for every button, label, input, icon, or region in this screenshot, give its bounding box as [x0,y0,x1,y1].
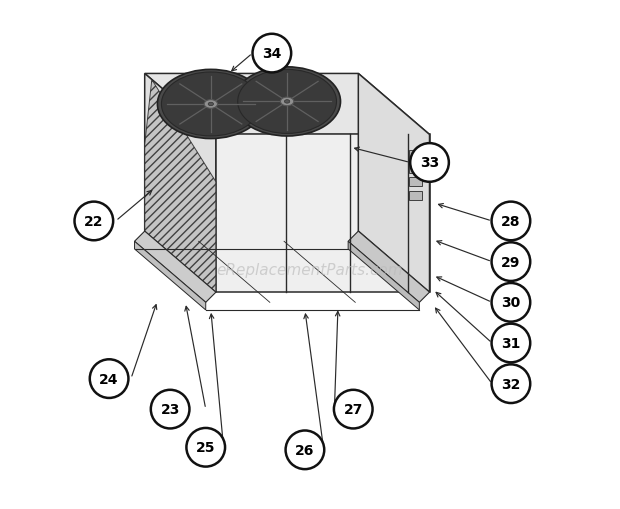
Text: 28: 28 [501,214,521,229]
Circle shape [252,35,291,73]
Polygon shape [348,242,419,310]
Polygon shape [358,74,430,293]
Polygon shape [409,191,422,201]
Polygon shape [144,74,216,293]
Circle shape [187,428,225,467]
Polygon shape [216,135,430,293]
Polygon shape [135,232,216,303]
Ellipse shape [285,100,290,104]
Circle shape [492,243,530,281]
Text: 23: 23 [161,402,180,416]
Polygon shape [144,80,216,293]
Polygon shape [135,242,206,310]
Circle shape [151,390,190,429]
Text: 32: 32 [501,377,521,391]
Text: 26: 26 [295,443,314,457]
Circle shape [492,202,530,241]
Polygon shape [409,151,422,160]
Polygon shape [348,232,430,303]
Text: 30: 30 [502,296,521,309]
Ellipse shape [234,68,340,137]
Ellipse shape [208,103,213,106]
Text: 31: 31 [501,336,521,350]
Text: eReplacementParts.com: eReplacementParts.com [216,262,404,277]
Polygon shape [144,74,430,135]
Text: 33: 33 [420,156,439,170]
Circle shape [492,364,530,403]
Ellipse shape [280,98,294,106]
Circle shape [74,202,113,241]
Polygon shape [409,178,422,187]
Text: 34: 34 [262,47,281,61]
Ellipse shape [157,70,264,139]
Circle shape [286,431,324,469]
Text: 29: 29 [501,255,521,269]
Text: 27: 27 [343,402,363,416]
Ellipse shape [237,70,337,134]
Circle shape [90,359,128,398]
Text: 24: 24 [99,372,119,386]
Text: 25: 25 [196,440,216,455]
Circle shape [334,390,373,429]
Circle shape [492,284,530,322]
Text: 22: 22 [84,214,104,229]
Ellipse shape [161,73,260,137]
Circle shape [410,144,449,182]
Polygon shape [409,164,422,173]
Circle shape [492,324,530,362]
Ellipse shape [204,100,218,109]
